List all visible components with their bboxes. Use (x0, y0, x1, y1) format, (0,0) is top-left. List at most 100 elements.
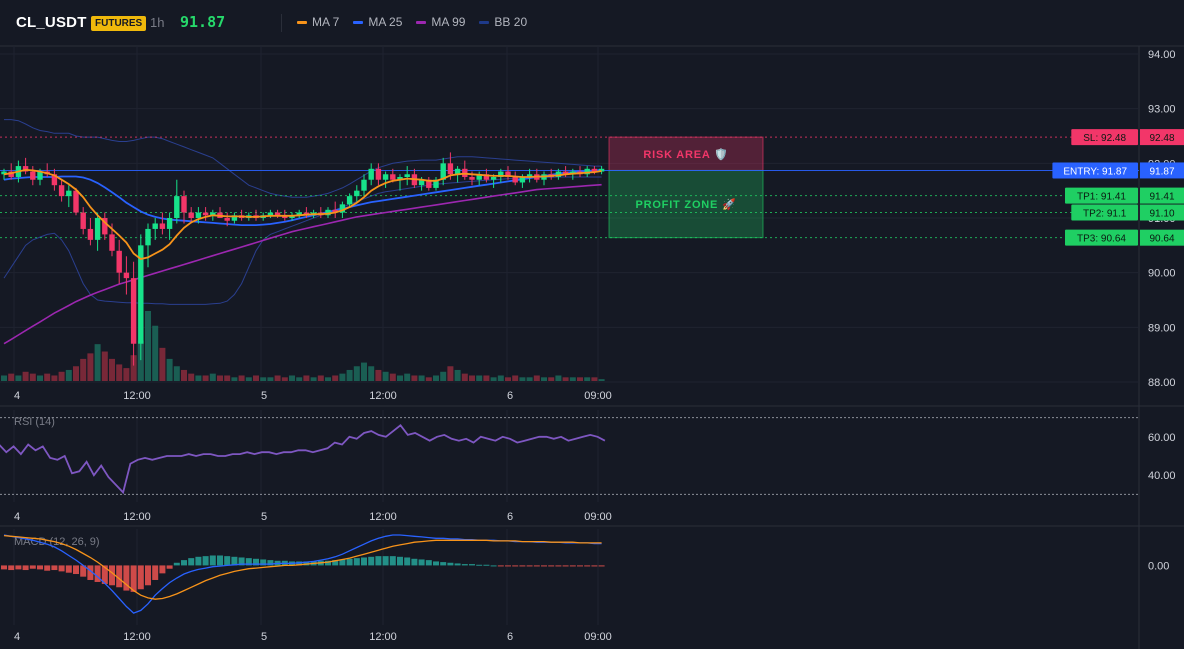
ma7-line (3, 168, 602, 260)
macd-histogram-bar (584, 565, 591, 567)
symbol-name[interactable]: CL_USDT (16, 14, 87, 31)
macd-histogram-bar (505, 565, 511, 567)
macd-histogram-bar (454, 563, 461, 566)
macd-histogram-bar (569, 565, 576, 567)
legend-item-bb20[interactable]: BB 20 (479, 15, 527, 29)
macd-histogram-bar (562, 565, 569, 567)
volume-bar (123, 368, 130, 381)
macd-histogram-bar (37, 565, 43, 570)
futures-badge: FUTURES (91, 16, 147, 31)
candle (66, 185, 72, 208)
candle (296, 209, 302, 218)
legend-item-ma99[interactable]: MA 99 (416, 15, 465, 29)
macd-histogram-bar (123, 565, 130, 591)
candle-body (591, 168, 598, 172)
level-tag-box (1065, 229, 1138, 246)
macd-histogram-bar (44, 565, 51, 571)
candle (346, 193, 353, 208)
volume-bar (87, 353, 94, 381)
header-divider (281, 14, 282, 32)
candle (181, 190, 187, 224)
volume-bar (44, 373, 51, 381)
candle-body (584, 168, 590, 175)
candle-body (354, 190, 360, 197)
legend-item-ma7[interactable]: MA 7 (297, 15, 339, 29)
candle-body (188, 212, 194, 218)
macd-histogram-bar (490, 565, 497, 567)
candle-body (87, 228, 94, 240)
time-axis-label: 12:00 (123, 631, 151, 643)
candle (73, 187, 79, 216)
rsi-title: RSI (14) (14, 416, 55, 428)
time-axis-label: 12:00 (369, 511, 397, 523)
volume-bar (152, 325, 159, 381)
candle (253, 209, 259, 221)
candle-body (73, 190, 79, 213)
candle-body (562, 171, 569, 175)
candle (440, 157, 446, 186)
volume-bar (37, 375, 43, 381)
volume-bar (281, 377, 288, 381)
macd-histogram-bar (368, 556, 375, 566)
volume-bar (303, 375, 310, 381)
candle (195, 207, 202, 224)
candle-body (339, 204, 346, 213)
macd-histogram-bar (209, 555, 216, 566)
macd-histogram-bar (447, 562, 454, 566)
time-axis-label: 12:00 (123, 511, 151, 523)
candle-body (483, 174, 490, 180)
candle-body (51, 174, 58, 186)
volume-bar (469, 375, 475, 381)
candle-body (130, 278, 137, 344)
candle (598, 166, 605, 175)
volume-bar (454, 369, 461, 381)
volume-bar (267, 377, 274, 381)
timeframe-label[interactable]: 1h (150, 15, 165, 30)
candle-body (469, 177, 475, 180)
level-tag-tp3: TP3: 90.64 90.64 (1065, 229, 1184, 246)
level-axis-box (1140, 187, 1184, 204)
price-tick-label: 93.00 (1148, 104, 1176, 116)
candle-body (195, 212, 202, 218)
macd-histogram-bar (389, 556, 396, 566)
volume-bar (411, 375, 418, 381)
macd-histogram-bar (526, 565, 533, 567)
macd-histogram-bar (73, 565, 79, 575)
candle-body (325, 209, 331, 216)
candle (541, 171, 547, 186)
volume-bar (598, 379, 605, 381)
macd-histogram-bar (159, 565, 166, 574)
volume-bar (497, 375, 504, 381)
candle-body (426, 179, 432, 188)
macd-histogram-bar (353, 558, 360, 566)
volume-bar (209, 373, 216, 381)
candle-body (332, 209, 338, 213)
candle (116, 239, 122, 284)
volume-bar (389, 373, 396, 381)
candle (238, 209, 245, 221)
macd-histogram-bar (332, 560, 339, 566)
level-axis-box (1140, 162, 1184, 179)
candle-body (94, 218, 101, 240)
candle (58, 179, 65, 202)
macd-histogram-bar (397, 556, 403, 566)
candle (433, 177, 439, 191)
candle (159, 212, 166, 235)
macd-histogram-bar (94, 565, 101, 582)
candle-body (505, 171, 511, 177)
candle (123, 256, 130, 295)
legend-item-ma25[interactable]: MA 25 (353, 15, 402, 29)
candle-body (418, 179, 425, 186)
time-axis-label: 12:00 (369, 631, 397, 643)
profit-zone: PROFIT ZONE 🚀 (608, 169, 764, 239)
volume-bar (289, 375, 295, 381)
level-tag-text: SL: 92.48 (1083, 133, 1126, 144)
volume-bar (80, 358, 87, 381)
macd-histogram-bar (476, 564, 483, 566)
candle (202, 207, 209, 221)
volume-bar (253, 375, 259, 381)
macd-histogram-bar (109, 565, 115, 586)
volume-bar (159, 347, 166, 381)
time-axis-label: 6 (507, 511, 513, 523)
